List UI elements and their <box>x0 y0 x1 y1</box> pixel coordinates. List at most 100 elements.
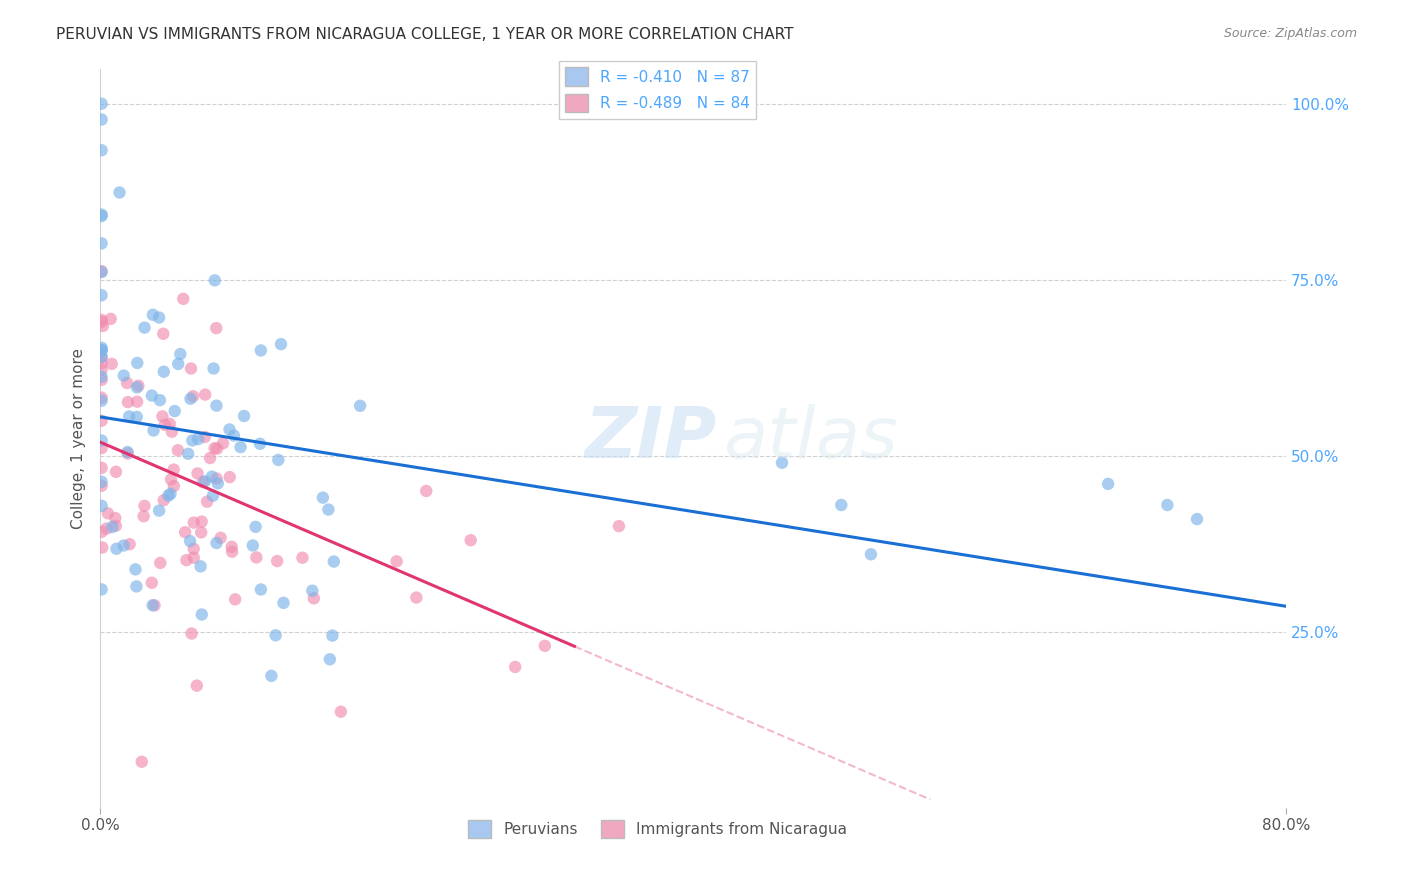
Point <box>125 409 148 424</box>
Point <box>174 525 197 540</box>
Point <box>607 519 630 533</box>
Point <box>90 343 112 357</box>
Point <box>112 539 135 553</box>
Point <box>124 562 146 576</box>
Point <box>250 582 273 597</box>
Point <box>209 531 232 545</box>
Point <box>245 550 267 565</box>
Point <box>169 347 191 361</box>
Legend: Peruvians, Immigrants from Nicaragua: Peruvians, Immigrants from Nicaragua <box>463 814 853 845</box>
Point <box>349 399 371 413</box>
Point <box>770 456 793 470</box>
Point <box>291 550 314 565</box>
Point <box>90 373 112 387</box>
Text: ZIP: ZIP <box>585 404 717 473</box>
Point <box>90 369 112 384</box>
Point <box>503 660 526 674</box>
Point <box>533 639 555 653</box>
Point <box>91 318 114 333</box>
Point <box>218 470 240 484</box>
Point <box>91 541 114 555</box>
Point <box>204 441 226 455</box>
Point <box>118 537 141 551</box>
Point <box>131 755 153 769</box>
Point <box>172 292 194 306</box>
Point <box>104 465 127 479</box>
Point <box>242 539 264 553</box>
Point <box>90 441 112 455</box>
Point <box>90 288 112 302</box>
Point <box>149 556 172 570</box>
Point <box>101 520 124 534</box>
Point <box>204 273 226 287</box>
Point <box>205 321 228 335</box>
Point <box>104 518 127 533</box>
Point <box>90 479 112 493</box>
Point <box>273 596 295 610</box>
Point <box>233 409 256 423</box>
Point <box>148 503 170 517</box>
Point <box>90 236 112 251</box>
Point <box>159 417 181 431</box>
Point <box>245 520 267 534</box>
Point <box>183 516 205 530</box>
Point <box>159 487 181 501</box>
Point <box>460 533 482 548</box>
Text: atlas: atlas <box>723 404 897 473</box>
Point <box>194 475 217 489</box>
Point <box>201 469 224 483</box>
Point <box>90 343 112 358</box>
Point <box>90 391 112 405</box>
Point <box>167 357 190 371</box>
Point <box>183 541 205 556</box>
Point <box>264 628 287 642</box>
Point <box>222 428 245 442</box>
Point <box>97 506 120 520</box>
Point <box>267 453 290 467</box>
Point <box>321 629 343 643</box>
Point <box>191 607 214 622</box>
Point <box>322 555 344 569</box>
Point <box>190 559 212 574</box>
Point <box>90 475 112 489</box>
Point <box>90 313 112 327</box>
Point <box>134 499 156 513</box>
Point <box>270 337 292 351</box>
Point <box>115 376 138 390</box>
Point <box>405 591 427 605</box>
Point <box>205 442 228 456</box>
Point <box>181 434 204 448</box>
Point <box>176 553 198 567</box>
Point <box>90 414 112 428</box>
Point <box>224 592 246 607</box>
Point <box>132 509 155 524</box>
Point <box>190 525 212 540</box>
Point <box>249 437 271 451</box>
Point <box>141 388 163 402</box>
Point <box>191 475 214 490</box>
Point <box>218 422 240 436</box>
Point <box>105 541 128 556</box>
Point <box>108 186 131 200</box>
Point <box>157 489 180 503</box>
Point <box>90 582 112 597</box>
Point <box>90 209 112 223</box>
Point <box>301 583 323 598</box>
Point <box>180 361 202 376</box>
Point <box>201 489 224 503</box>
Point <box>100 357 122 371</box>
Point <box>90 96 112 111</box>
Point <box>163 404 186 418</box>
Point <box>1185 512 1208 526</box>
Y-axis label: College, 1 year or more: College, 1 year or more <box>72 348 86 529</box>
Point <box>260 669 283 683</box>
Point <box>183 550 205 565</box>
Point <box>125 380 148 394</box>
Point <box>100 311 122 326</box>
Point <box>160 472 183 486</box>
Point <box>205 536 228 550</box>
Point <box>134 320 156 334</box>
Point <box>117 395 139 409</box>
Point <box>152 326 174 341</box>
Point <box>250 343 273 358</box>
